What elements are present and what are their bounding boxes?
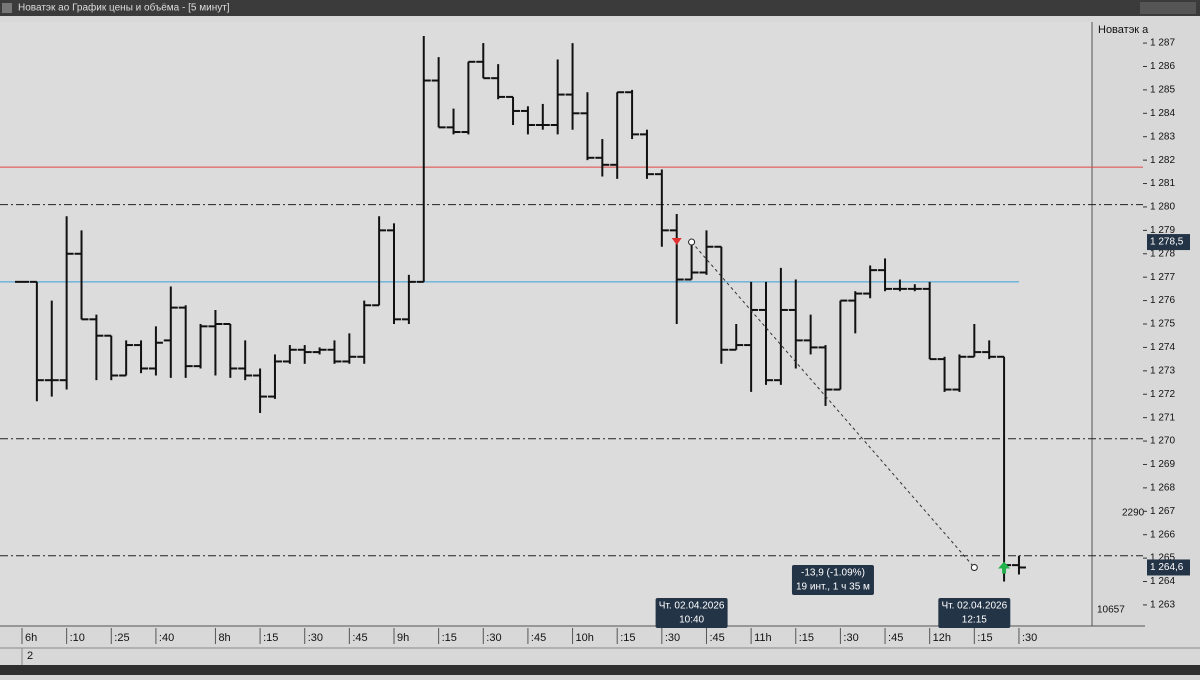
x-tick-label: :30 [1022, 632, 1037, 644]
x-tick-label: :10 [70, 632, 85, 644]
y-tick-label: 1 272 [1150, 389, 1175, 400]
y-tick-label: 1 274 [1150, 342, 1175, 353]
y-tick-label: 1 268 [1150, 483, 1175, 494]
volume-label: 2290 [1122, 508, 1145, 519]
x-tick-label: 9h [397, 632, 409, 644]
y-tick-label: 1 276 [1150, 295, 1175, 306]
x-tick-label: :40 [159, 632, 174, 644]
y-tick-label: 1 266 [1150, 529, 1175, 540]
x-tick-label: :30 [665, 632, 680, 644]
y-tick-label: 1 284 [1150, 108, 1175, 119]
window-icon [2, 3, 12, 13]
x-tick-label: :45 [709, 632, 724, 644]
y-tick-label: 1 264 [1150, 576, 1175, 587]
time-tag [938, 598, 1011, 628]
pane-label: 2 [27, 650, 33, 662]
price-tag [1147, 234, 1190, 251]
y-tick-label: 1 275 [1150, 319, 1175, 330]
time-tag-text: Чт. 02.04.2026 [941, 601, 1007, 612]
time-tag [655, 598, 728, 628]
window-buttons[interactable] [1140, 2, 1196, 14]
y-tick-label: 1 281 [1150, 178, 1175, 189]
time-tag-text: 12:15 [962, 615, 987, 626]
x-tick-label: :15 [977, 632, 992, 644]
y-tick-label: 1 280 [1150, 202, 1175, 213]
x-tick-label: 8h [218, 632, 230, 644]
time-tag-text: 10:40 [679, 615, 704, 626]
measure-point [970, 563, 978, 571]
x-tick-label: :15 [442, 632, 457, 644]
x-tick-label: 10h [576, 632, 594, 644]
x-tick-label: :25 [114, 632, 129, 644]
x-tick-label: 6h [25, 632, 37, 644]
measure-point [688, 238, 696, 246]
y-tick-label: 1 287 [1150, 38, 1175, 49]
measure-summary-text: -13,9 (-1.09%) [801, 568, 865, 579]
price-tag-label: 1 264,6 [1150, 562, 1184, 573]
x-tick-label: :15 [620, 632, 635, 644]
buy-arrow [998, 561, 1011, 574]
x-tick-label: :45 [531, 632, 546, 644]
sell-arrow [671, 238, 682, 246]
price-tag [1147, 559, 1190, 576]
y-tick-label: 1 285 [1150, 85, 1175, 96]
x-tick-label: :45 [352, 632, 367, 644]
y-tick-label: 1 286 [1150, 61, 1175, 72]
x-tick-label: :15 [263, 632, 278, 644]
price-tag-label: 1 278,5 [1150, 237, 1184, 248]
x-tick-label: :30 [843, 632, 858, 644]
status-bar [0, 665, 1200, 675]
y-tick-label: 1 282 [1150, 155, 1175, 166]
y-tick-label: 1 267 [1150, 506, 1175, 517]
x-tick-label: :15 [799, 632, 814, 644]
x-tick-label: :45 [888, 632, 903, 644]
y-tick-label: 1 270 [1150, 436, 1175, 447]
x-tick-label: 12h [933, 632, 951, 644]
x-tick-label: 11h [754, 632, 772, 644]
y-tick-label: 1 265 [1150, 553, 1175, 564]
y-tick-label: 1 271 [1150, 412, 1175, 423]
measure-summary [791, 565, 874, 595]
time-tag-text: Чт. 02.04.2026 [659, 601, 725, 612]
x-tick-label: :30 [486, 632, 501, 644]
y-tick-label: 1 283 [1150, 131, 1175, 142]
axis-title: Новатэк а [1098, 24, 1149, 36]
plot-area [0, 22, 1092, 626]
y-tick-label: 1 279 [1150, 225, 1175, 236]
measure-summary-text: 19 инт., 1 ч 35 м [796, 582, 870, 593]
y-tick-label: 1 269 [1150, 459, 1175, 470]
y-tick-label: 1 277 [1150, 272, 1175, 283]
title-bar [0, 0, 1200, 16]
y-tick-label: 1 263 [1150, 600, 1175, 611]
y-tick-label: 1 273 [1150, 365, 1175, 376]
x-tick-label: :30 [308, 632, 323, 644]
y-tick-label: 1 278 [1150, 248, 1175, 259]
window-title: Новатэк ао График цены и объёма - [5 мин… [18, 2, 230, 14]
volume-label: 10657 [1097, 605, 1125, 616]
